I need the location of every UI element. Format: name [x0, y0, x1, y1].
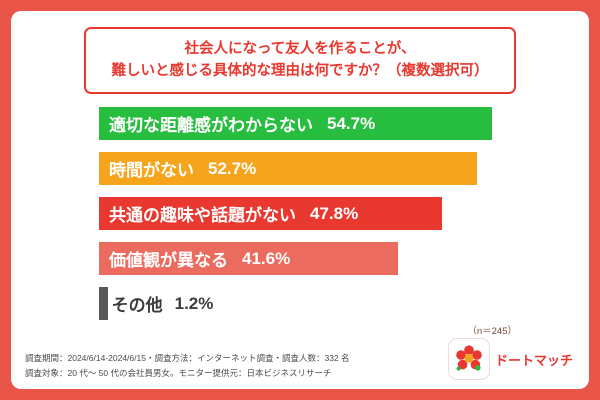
bar-value-label: 54.7%: [327, 113, 376, 133]
bar-value-label: 41.6%: [242, 248, 291, 268]
chart-title-box: 社会人になって友人を作ることが、 難しいと感じる具体的な理由は何ですか？（複数選…: [84, 27, 516, 94]
survey-footnote: 調査期間：2024/6/14-2024/6/15・調査方法：インターネット調査・…: [25, 351, 350, 380]
bar-value-label: 47.8%: [310, 203, 359, 223]
bar-category-label: 価値観が異なる: [109, 251, 228, 270]
content-card: 社会人になって友人を作ることが、 難しいと感じる具体的な理由は何ですか？（複数選…: [11, 11, 589, 389]
bar-segment: 時間がない 52.7%: [99, 152, 478, 185]
bar-category-label: その他: [111, 296, 163, 315]
bar-value-label: 1.2%: [174, 293, 214, 313]
bar-category-label: 時間がない: [109, 161, 194, 180]
bar-category-label: 適切な距離感がわからない: [109, 116, 313, 135]
brand-logo: ドートマッチ: [448, 339, 573, 379]
chart-title-line-1: 社会人になって友人を作ることが、: [184, 41, 416, 57]
bar-row: その他 1.2%: [99, 287, 501, 320]
bar-row: 価値観が異なる 41.6%: [99, 242, 501, 275]
bar-segment: [99, 287, 108, 320]
bar-segment: 価値観が異なる 41.6%: [99, 242, 398, 275]
bar-row: 適切な距離感がわからない 54.7%: [99, 107, 501, 140]
bar-outside-label: その他 1.2%: [112, 291, 214, 316]
brand-logo-text: ドートマッチ: [494, 352, 573, 368]
flower-icon: [448, 339, 489, 379]
bar-segment: 共通の趣味や話題がない 47.8%: [99, 197, 443, 230]
survey-footnote-line-1: 調査期間：2024/6/14-2024/6/15・調査方法：インターネット調査・…: [25, 353, 350, 364]
chart-title-line-2: 難しいと感じる具体的な理由は何ですか？（複数選択可）: [111, 63, 489, 80]
bar-row: 共通の趣味や話題がない 47.8%: [99, 197, 501, 230]
bar-category-label: 共通の趣味や話題がない: [109, 206, 296, 225]
bar-value-label: 52.7%: [208, 158, 257, 178]
bar-row: 時間がない 52.7%: [99, 152, 501, 185]
bar-chart: 適切な距離感がわからない 54.7% 時間がない 52.7% 共通の趣味や話題がない 47…: [99, 107, 501, 332]
survey-footnote-line-2: 調査対象：20 代〜 50 代の会社員男女。モニター提供元：日本ビジネスリサーチ: [25, 367, 332, 378]
bar-segment: 適切な距離感がわからない 54.7%: [99, 107, 492, 140]
sample-size-note: （n＝245）: [467, 326, 517, 337]
